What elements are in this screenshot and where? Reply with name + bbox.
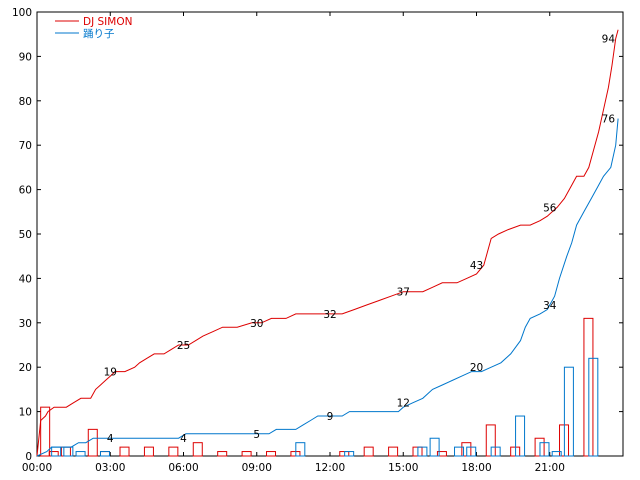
bar-series-1	[388, 446, 399, 457]
bar-series-2	[429, 437, 440, 457]
bar-series-2	[75, 451, 86, 457]
bar-series-1	[241, 451, 252, 457]
bar-series-1	[60, 446, 71, 457]
bar-series-2	[539, 442, 550, 457]
bar-series-2	[454, 446, 465, 457]
y-tick-label: 60	[19, 185, 32, 197]
x-tick-label: 09:00	[242, 462, 272, 474]
x-tick-label: 21:00	[535, 462, 565, 474]
bar-series-2	[417, 446, 428, 457]
y-tick-label: 30	[19, 318, 32, 330]
data-label-series-2: 4	[180, 433, 187, 445]
data-label-series-2: 76	[602, 114, 616, 126]
bar-series-1	[99, 451, 110, 457]
legend-label-1: DJ SIMON	[83, 16, 132, 28]
bar-series-1	[119, 446, 130, 457]
y-tick-label: 90	[19, 51, 32, 63]
data-label-series-2: 20	[470, 362, 483, 374]
bar-series-2	[588, 357, 599, 457]
data-label-series-1: 37	[397, 287, 410, 299]
bar-series-1	[436, 451, 447, 457]
data-label-series-1: 43	[470, 260, 483, 272]
bar-series-1	[266, 451, 277, 457]
bar-series-2	[466, 446, 477, 457]
bar-series-2	[344, 451, 355, 457]
x-tick-label: 12:00	[315, 462, 345, 474]
bar-series-1	[143, 446, 154, 457]
data-label-series-1: 19	[104, 367, 117, 379]
data-label-series-2: 5	[253, 429, 260, 441]
lines	[36, 29, 619, 457]
x-tick-label: 15:00	[388, 462, 418, 474]
y-tick-label: 10	[19, 407, 32, 419]
data-label-series-1: 25	[177, 340, 190, 352]
plot-frame	[36, 11, 624, 457]
bar-series-1	[217, 451, 228, 457]
data-label-series-2: 12	[397, 398, 410, 410]
bars	[40, 317, 599, 457]
x-tick-label: 06:00	[168, 462, 198, 474]
y-tick-label: 40	[19, 273, 32, 285]
legend-label-2: 踊り子	[83, 28, 115, 40]
data-label-series-2: 34	[543, 300, 557, 312]
bar-series-2	[99, 451, 110, 457]
data-label-series-1: 56	[543, 202, 557, 214]
bar-series-1	[87, 428, 98, 457]
x-tick-label: 03:00	[95, 462, 125, 474]
data-label-series-2: 4	[107, 433, 114, 445]
y-tick-label: 0	[25, 451, 32, 463]
bar-series-2	[563, 366, 574, 457]
y-tick-label: 50	[19, 229, 32, 241]
y-tick-label: 80	[19, 96, 32, 108]
data-label-series-1: 30	[250, 318, 263, 330]
bar-series-2	[490, 446, 501, 457]
data-label-series-2: 9	[327, 411, 334, 423]
x-tick-label: 00:00	[22, 462, 52, 474]
y-tick-label: 100	[12, 7, 32, 19]
data-labels: 19 25 30 32 37 43 56 94 4 4 5 9 12 20 34 76	[104, 34, 616, 446]
bar-series-1	[363, 446, 374, 457]
bar-series-2	[63, 446, 74, 457]
bar-series-2	[551, 451, 562, 457]
x-tick-label: 18:00	[461, 462, 491, 474]
series-line-2	[36, 118, 619, 457]
bar-series-1	[40, 406, 51, 457]
data-label-series-1: 94	[602, 34, 616, 46]
bar-series-2	[295, 442, 306, 457]
axes: 0 10 20 30 40 50 60 70 80 90 100 00:00 03:00 06:00 09:…	[12, 7, 624, 474]
y-tick-label: 20	[19, 362, 32, 374]
bar-series-1	[192, 442, 203, 457]
bar-series-1	[48, 451, 59, 457]
series-line-1	[36, 29, 619, 457]
y-tick-label: 70	[19, 140, 32, 152]
bar-series-1	[168, 446, 179, 457]
bar-series-2	[515, 415, 526, 457]
data-label-series-1: 32	[323, 309, 336, 321]
